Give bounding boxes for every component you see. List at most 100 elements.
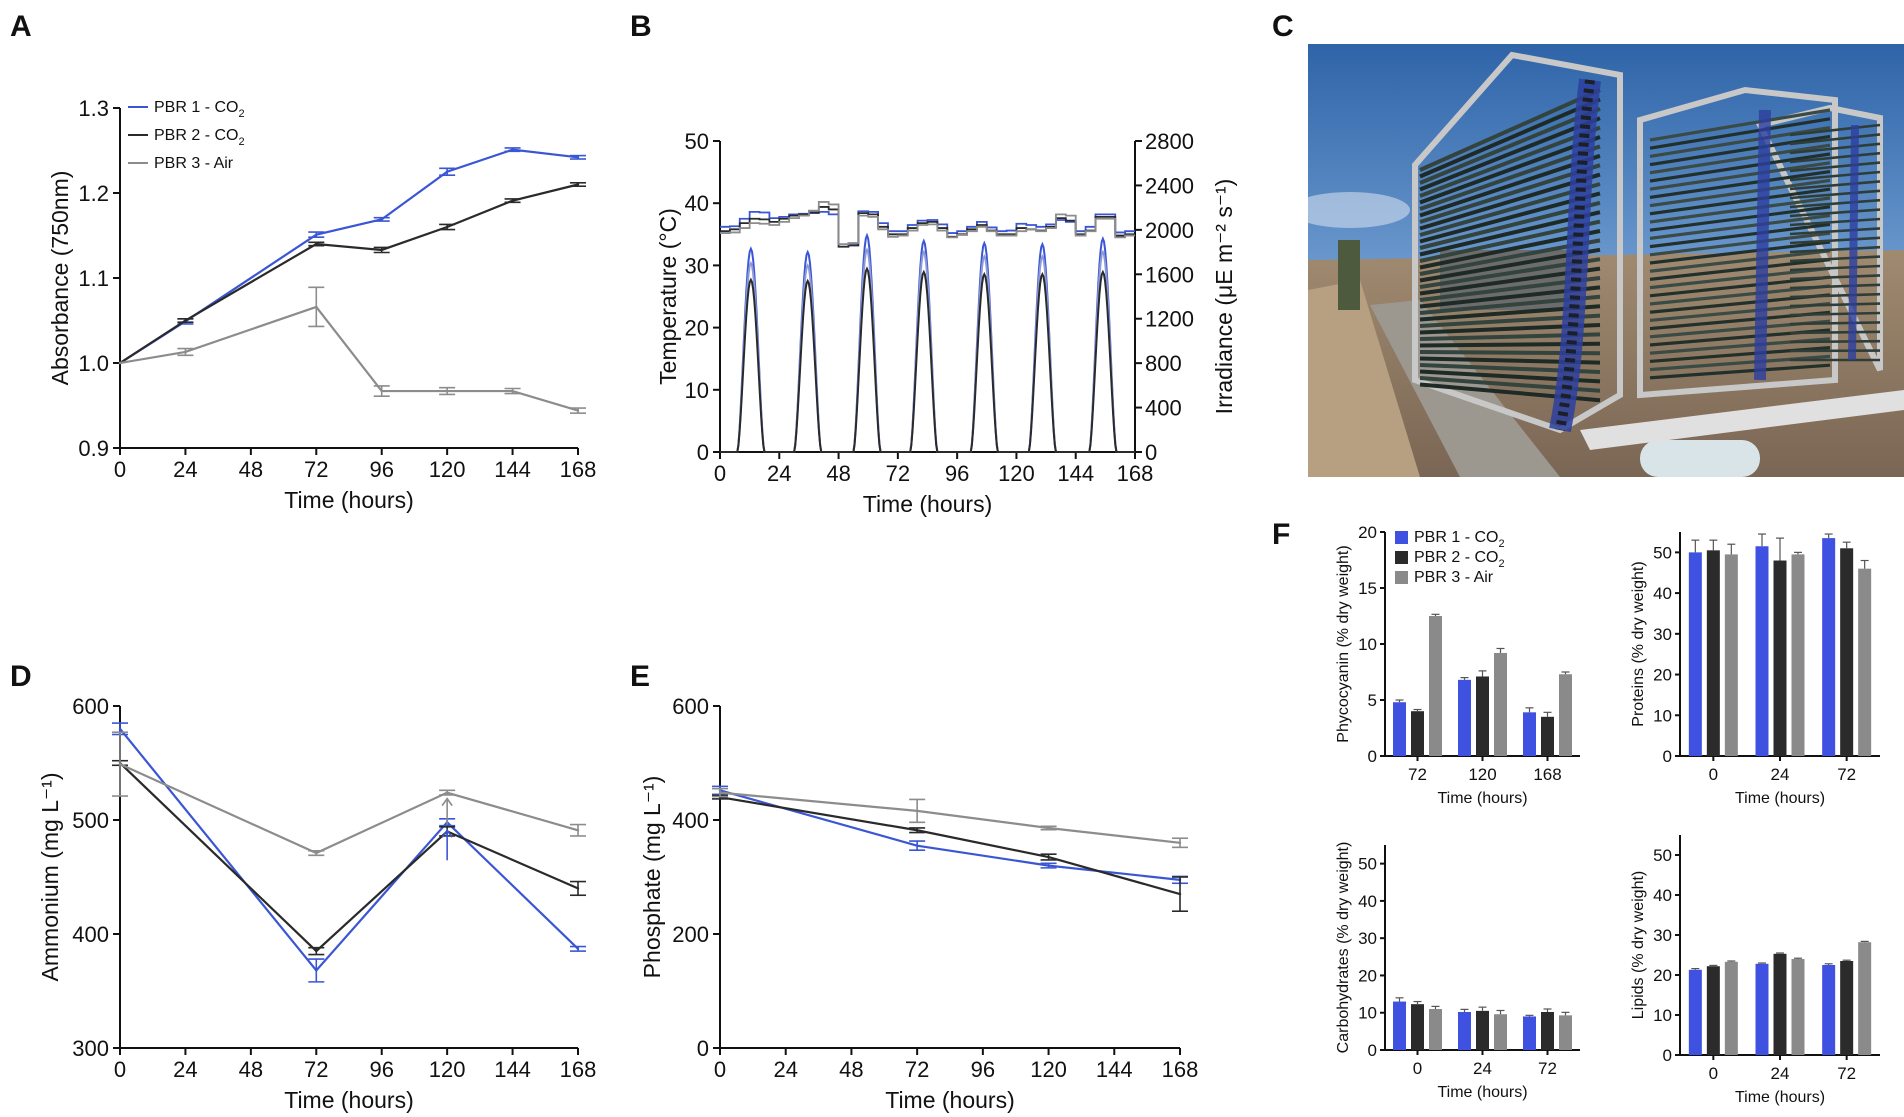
bar-3 <box>1494 652 1507 756</box>
data-point <box>118 361 122 365</box>
legend-label-text: PBR 2 - CO <box>1414 549 1498 566</box>
tube <box>1789 339 1881 344</box>
y-tick-label: 50 <box>1653 846 1672 865</box>
x-tick-label: 0 <box>114 1057 126 1082</box>
x-tick-label: 72 <box>1837 1064 1856 1083</box>
y-tick-label: 30 <box>1653 926 1672 945</box>
x-axis-label: Time (hours) <box>1437 1084 1527 1101</box>
tube <box>1649 126 1831 158</box>
chart-carbohydrates: 0 10 20 30 40 50 0 24 72 Time (hours) Carbohydrate… <box>1335 842 1580 1101</box>
data-point <box>315 949 318 953</box>
x-tick-label: 48 <box>239 457 263 482</box>
data-point <box>576 829 580 832</box>
bar-3 <box>1559 1015 1572 1050</box>
tube <box>1789 217 1881 227</box>
y2-tick-label: 0 <box>1145 440 1157 465</box>
panel-letter-e: E <box>630 660 650 693</box>
tube <box>1649 240 1831 265</box>
tube <box>1789 227 1881 236</box>
x-tick-label: 144 <box>1096 1057 1133 1082</box>
tube <box>1789 133 1881 146</box>
legend-label-3: PBR 3 - Air <box>1414 569 1494 586</box>
x-tick-label: 24 <box>773 1057 797 1082</box>
y-tick-label: 1.2 <box>78 181 109 206</box>
series-line-1 <box>119 148 579 364</box>
tube <box>1649 354 1831 372</box>
x-tick-label: 96 <box>971 1057 995 1082</box>
x-tick-label: 168 <box>1117 461 1154 486</box>
series-line-2 <box>119 762 579 953</box>
y2-tick-label: 2000 <box>1145 218 1194 243</box>
legend-swatch-3 <box>1395 571 1408 584</box>
y-tick-label: 0 <box>1368 747 1377 766</box>
data-point <box>511 199 514 202</box>
photobioreactor-photo <box>1308 44 1904 477</box>
x-tick-label: 72 <box>304 1057 328 1082</box>
x-axis-label: Time (hours) <box>885 1087 1015 1113</box>
data-point <box>315 851 318 855</box>
legend-label-2: PBR 2 - CO2 <box>154 127 245 148</box>
y-tick-label: 20 <box>1358 523 1377 542</box>
x-tick-label: 72 <box>905 1057 929 1082</box>
tube <box>1649 178 1831 208</box>
tube <box>1789 189 1881 200</box>
y-tick-label: 5 <box>1368 691 1377 710</box>
tube <box>1789 123 1881 137</box>
x-tick-label: 48 <box>839 1057 863 1082</box>
legend-label-subscript: 2 <box>1498 538 1504 550</box>
x-tick-label: 0 <box>714 461 726 486</box>
y-tick-label: 10 <box>1358 635 1377 654</box>
chart-temperature-irradiance: 0 24 48 72 96 120 144 1680102030405004008001200… <box>655 129 1237 517</box>
tube <box>1789 255 1881 263</box>
data-point <box>576 409 580 412</box>
x-tick-label: 144 <box>494 457 531 482</box>
x-tick-label: 72 <box>886 461 910 486</box>
legend-label-1: PBR 1 - CO2 <box>154 99 245 120</box>
chart-lipids: 0 10 20 30 40 50 0 24 72 Time (hours) Lipids (% dr… <box>1630 835 1880 1106</box>
y-tick-label: 20 <box>685 316 709 341</box>
tube <box>1649 222 1831 249</box>
panel-letter-c: C <box>1272 10 1294 43</box>
bar-3 <box>1858 942 1872 1055</box>
panel-letter-b: B <box>630 10 652 43</box>
bar-1 <box>1393 1001 1406 1050</box>
tube <box>1649 258 1831 281</box>
y2-tick-label: 1200 <box>1145 307 1194 332</box>
data-point <box>1178 892 1182 896</box>
bar-1 <box>1523 712 1536 756</box>
y2-tick-label: 800 <box>1145 351 1182 376</box>
legend-label-subscript: 2 <box>238 136 244 148</box>
bar-2 <box>1476 676 1489 756</box>
y-tick-label: 0.9 <box>78 436 109 461</box>
data-point <box>1047 826 1050 830</box>
x-tick-label: 24 <box>173 457 197 482</box>
bar-1 <box>1822 538 1836 756</box>
y-axis-label: Phycocyanin (% dry weight) <box>1335 545 1352 742</box>
tube <box>1649 134 1831 167</box>
legend-label-2: PBR 2 - CO2 <box>1414 549 1505 570</box>
x-tick-label: 96 <box>945 461 969 486</box>
bar-2 <box>1706 550 1720 756</box>
x-tick-label: 120 <box>998 461 1035 486</box>
bar-1 <box>1458 679 1471 756</box>
y-axis-label: Ammonium (mg L⁻¹) <box>37 773 63 982</box>
data-point <box>380 218 383 221</box>
legend-label-text: PBR 3 - Air <box>1414 569 1494 586</box>
tube <box>1789 198 1881 209</box>
tube <box>1789 208 1881 218</box>
x-axis-label: Time (hours) <box>1735 1089 1825 1106</box>
data-point <box>915 809 919 813</box>
x-tick-label: 168 <box>560 457 597 482</box>
manifold <box>1754 109 1771 381</box>
y-tick-label: 30 <box>685 253 709 278</box>
tube <box>1649 196 1831 224</box>
tube <box>1649 205 1831 232</box>
bar-2 <box>1840 548 1854 756</box>
chart-phycocyanin: 0 5 10 15 20 72 120 168 Time (hours) Phycocyanin … <box>1335 523 1580 807</box>
data-point <box>118 762 122 766</box>
bar-3 <box>1559 674 1572 756</box>
tube <box>1649 231 1831 257</box>
bar-2 <box>1476 1010 1489 1050</box>
x-tick-label: 120 <box>429 1057 466 1082</box>
